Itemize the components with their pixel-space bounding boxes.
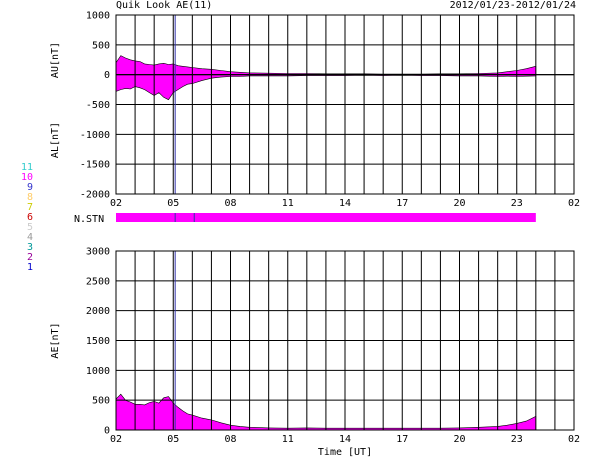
station-legend: 11 10 9 8 7 6 5 4 3 2 1 — [21, 163, 33, 273]
x-tick-label: 02 — [568, 198, 580, 209]
y-tick-label: -1500 — [80, 160, 110, 171]
x-tick-label: 08 — [224, 434, 236, 445]
station-legend-item: 2 — [26, 252, 33, 263]
y-tick-label: 2500 — [86, 276, 110, 287]
x-tick-label: 23 — [511, 434, 523, 445]
station-legend-item: 11 — [21, 162, 34, 173]
y-tick-label: -500 — [86, 100, 110, 111]
y-tick-label: 3000 — [86, 247, 110, 258]
station-legend-item: 4 — [26, 232, 33, 243]
station-legend-item: 1 — [26, 262, 33, 273]
station-legend-item: 5 — [26, 222, 33, 233]
x-tick-label: 11 — [282, 434, 294, 445]
ae-series-area — [115, 393, 537, 431]
y-tick-label: 1000 — [86, 366, 110, 377]
station-legend-item: 6 — [26, 212, 33, 223]
plot-frame — [115, 14, 575, 195]
station-legend-item: 9 — [26, 182, 33, 193]
x-tick-label: 02 — [110, 198, 122, 209]
x-tick-label: 02 — [110, 434, 122, 445]
station-legend-item: 8 — [26, 192, 33, 203]
x-tick-label: 20 — [453, 198, 465, 209]
y-tick-label: 500 — [92, 396, 110, 407]
x-tick-label: 17 — [396, 434, 408, 445]
x-tick-label: 08 — [224, 198, 236, 209]
x-tick-label: 02 — [568, 434, 580, 445]
y-tick-label: 2000 — [86, 306, 110, 317]
x-tick-label: 20 — [453, 434, 465, 445]
y-axis-label: AE[nT] — [50, 322, 61, 358]
station-legend-item: 10 — [21, 172, 34, 183]
x-tick-label: 11 — [282, 198, 294, 209]
y-tick-label: -2000 — [80, 190, 110, 201]
station-legend-item: 7 — [26, 202, 33, 213]
y-tick-label: 0 — [104, 426, 110, 437]
x-tick-label: 05 — [167, 434, 179, 445]
x-tick-label: 05 — [167, 198, 179, 209]
y-tick-label: 0 — [104, 70, 110, 81]
y-tick-label: 1500 — [86, 336, 110, 347]
plot-frame — [115, 250, 575, 431]
y-tick-label: -1000 — [80, 130, 110, 141]
y-tick-label: 500 — [92, 40, 110, 51]
station-legend-item: 3 — [26, 242, 33, 253]
y-tick-label: 1000 — [86, 11, 110, 22]
x-tick-label: 14 — [339, 434, 351, 445]
x-tick-label: 14 — [339, 198, 351, 209]
y-axis-label-upper: AU[nT] — [50, 42, 61, 78]
station-count-bar — [116, 213, 536, 222]
station-bar-label: N.STN — [74, 214, 104, 225]
x-tick-label: 17 — [396, 198, 408, 209]
x-tick-label: 23 — [511, 198, 523, 209]
x-axis-label: Time [UT] — [318, 447, 372, 458]
header-date-range: 2012/01/23-2012/01/24 — [449, 0, 576, 11]
y-axis-label-lower: AL[nT] — [50, 122, 61, 158]
header-title: Quik Look AE(11) — [116, 0, 213, 11]
